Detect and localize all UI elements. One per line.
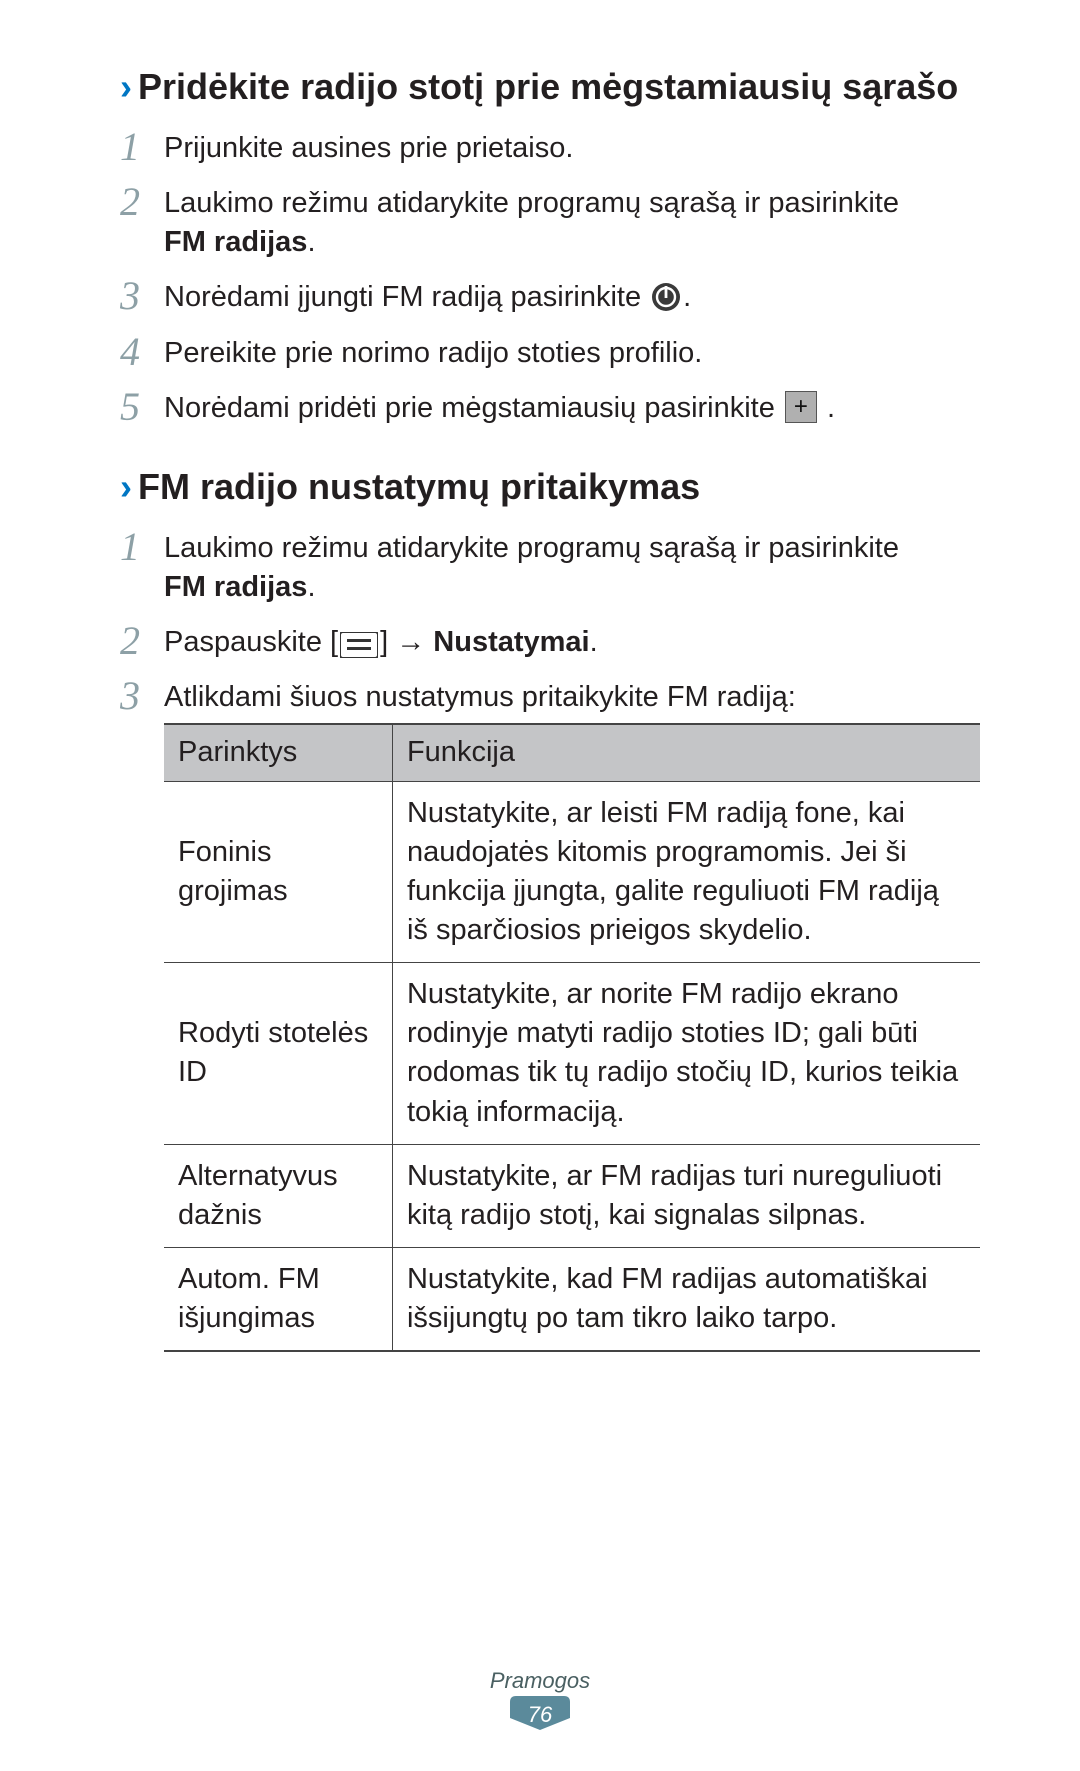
step-text: Laukimo režimu atidarykite programų sąra…: [164, 525, 980, 607]
page-number: 76: [510, 1702, 570, 1728]
cell-function: Nustatykite, kad FM radijas automatiškai…: [392, 1247, 980, 1351]
text: Atlikdami šiuos nustatymus pritaikykite …: [164, 681, 796, 713]
col-function: Funkcija: [392, 724, 980, 781]
section-heading-settings: › FM radijo nustatymų pritaikymas: [120, 464, 980, 509]
section-title: FM radijo nustatymų pritaikymas: [138, 464, 700, 509]
step-3b: 3 Atlikdami šiuos nustatymus pritaikykit…: [120, 668, 980, 1358]
table-row: Alternatyvus dažnis Nustatykite, ar FM r…: [164, 1144, 980, 1247]
menu-icon: [340, 630, 378, 656]
table-row: Foninis grojimas Nustatykite, ar leisti …: [164, 781, 980, 963]
text: .: [683, 281, 691, 313]
text: ] →: [380, 626, 433, 658]
step-1b: 1 Laukimo režimu atidarykite programų są…: [120, 519, 980, 613]
step-number: 4: [120, 332, 164, 372]
cell-function: Nustatykite, ar leisti FM radiją fone, k…: [392, 781, 980, 963]
step-number: 5: [120, 387, 164, 427]
power-icon: [651, 284, 681, 314]
step-text: Prijunkite ausines prie prietaiso.: [164, 125, 980, 168]
text: .: [307, 571, 315, 603]
cell-option: Rodyti stotelės ID: [164, 963, 392, 1145]
steps-list-1: 1 Prijunkite ausines prie prietaiso. 2 L…: [120, 119, 980, 434]
step-5: 5 Norėdami pridėti prie mėgstamiausių pa…: [120, 379, 980, 434]
section-title: Pridėkite radijo stotį prie mėgstamiausi…: [138, 64, 958, 109]
bold-text: FM radijas: [164, 571, 307, 603]
text: .: [827, 392, 835, 424]
plus-icon: +: [785, 391, 817, 423]
step-2: 2 Laukimo režimu atidarykite programų są…: [120, 174, 980, 268]
step-number: 1: [120, 127, 164, 167]
step-4: 4 Pereikite prie norimo radijo stoties p…: [120, 324, 980, 379]
text: Laukimo režimu atidarykite programų sąra…: [164, 187, 899, 219]
bold-text: Nustatymai: [433, 626, 589, 658]
step-number: 1: [120, 527, 164, 567]
cell-option: Foninis grojimas: [164, 781, 392, 963]
text: Laukimo režimu atidarykite programų sąra…: [164, 532, 899, 564]
text: .: [590, 626, 598, 658]
chevron-icon: ›: [120, 69, 132, 105]
bold-text: FM radijas: [164, 226, 307, 258]
table-row: Rodyti stotelės ID Nustatykite, ar norit…: [164, 963, 980, 1145]
step-1: 1 Prijunkite ausines prie prietaiso.: [120, 119, 980, 174]
step-text: Pereikite prie norimo radijo stoties pro…: [164, 330, 980, 373]
section-heading-favorites: › Pridėkite radijo stotį prie mėgstamiau…: [120, 64, 980, 109]
options-table: Parinktys Funkcija Foninis grojimas Nust…: [164, 723, 980, 1352]
cell-function: Nustatykite, ar FM radijas turi nureguli…: [392, 1144, 980, 1247]
step-3: 3 Norėdami įjungti FM radiją pasirinkite…: [120, 268, 980, 323]
chevron-icon: ›: [120, 469, 132, 505]
step-number: 3: [120, 276, 164, 316]
cell-option: Alternatyvus dažnis: [164, 1144, 392, 1247]
step-2b: 2 Paspauskite [ ] → Nustatymai.: [120, 613, 980, 668]
step-number: 3: [120, 676, 164, 716]
manual-page: › Pridėkite radijo stotį prie mėgstamiau…: [0, 0, 1080, 1771]
step-number: 2: [120, 182, 164, 222]
step-text: Norėdami įjungti FM radiją pasirinkite .: [164, 274, 980, 317]
text: .: [307, 226, 315, 258]
steps-list-2: 1 Laukimo režimu atidarykite programų są…: [120, 519, 980, 1358]
cell-option: Autom. FM išjungimas: [164, 1247, 392, 1351]
text: Paspauskite [: [164, 626, 338, 658]
col-option: Parinktys: [164, 724, 392, 781]
step-number: 2: [120, 621, 164, 661]
footer-category: Pramogos: [0, 1668, 1080, 1694]
page-footer: Pramogos 76: [0, 1668, 1080, 1735]
table-row: Autom. FM išjungimas Nustatykite, kad FM…: [164, 1247, 980, 1351]
text: Norėdami pridėti prie mėgstamiausių pasi…: [164, 392, 783, 424]
page-number-badge: 76: [510, 1696, 570, 1730]
table-header-row: Parinktys Funkcija: [164, 724, 980, 781]
step-text: Atlikdami šiuos nustatymus pritaikykite …: [164, 674, 980, 1352]
step-text: Laukimo režimu atidarykite programų sąra…: [164, 180, 980, 262]
step-text: Norėdami pridėti prie mėgstamiausių pasi…: [164, 385, 980, 428]
text: Norėdami įjungti FM radiją pasirinkite: [164, 281, 649, 313]
step-text: Paspauskite [ ] → Nustatymai.: [164, 619, 980, 662]
cell-function: Nustatykite, ar norite FM radijo ekrano …: [392, 963, 980, 1145]
